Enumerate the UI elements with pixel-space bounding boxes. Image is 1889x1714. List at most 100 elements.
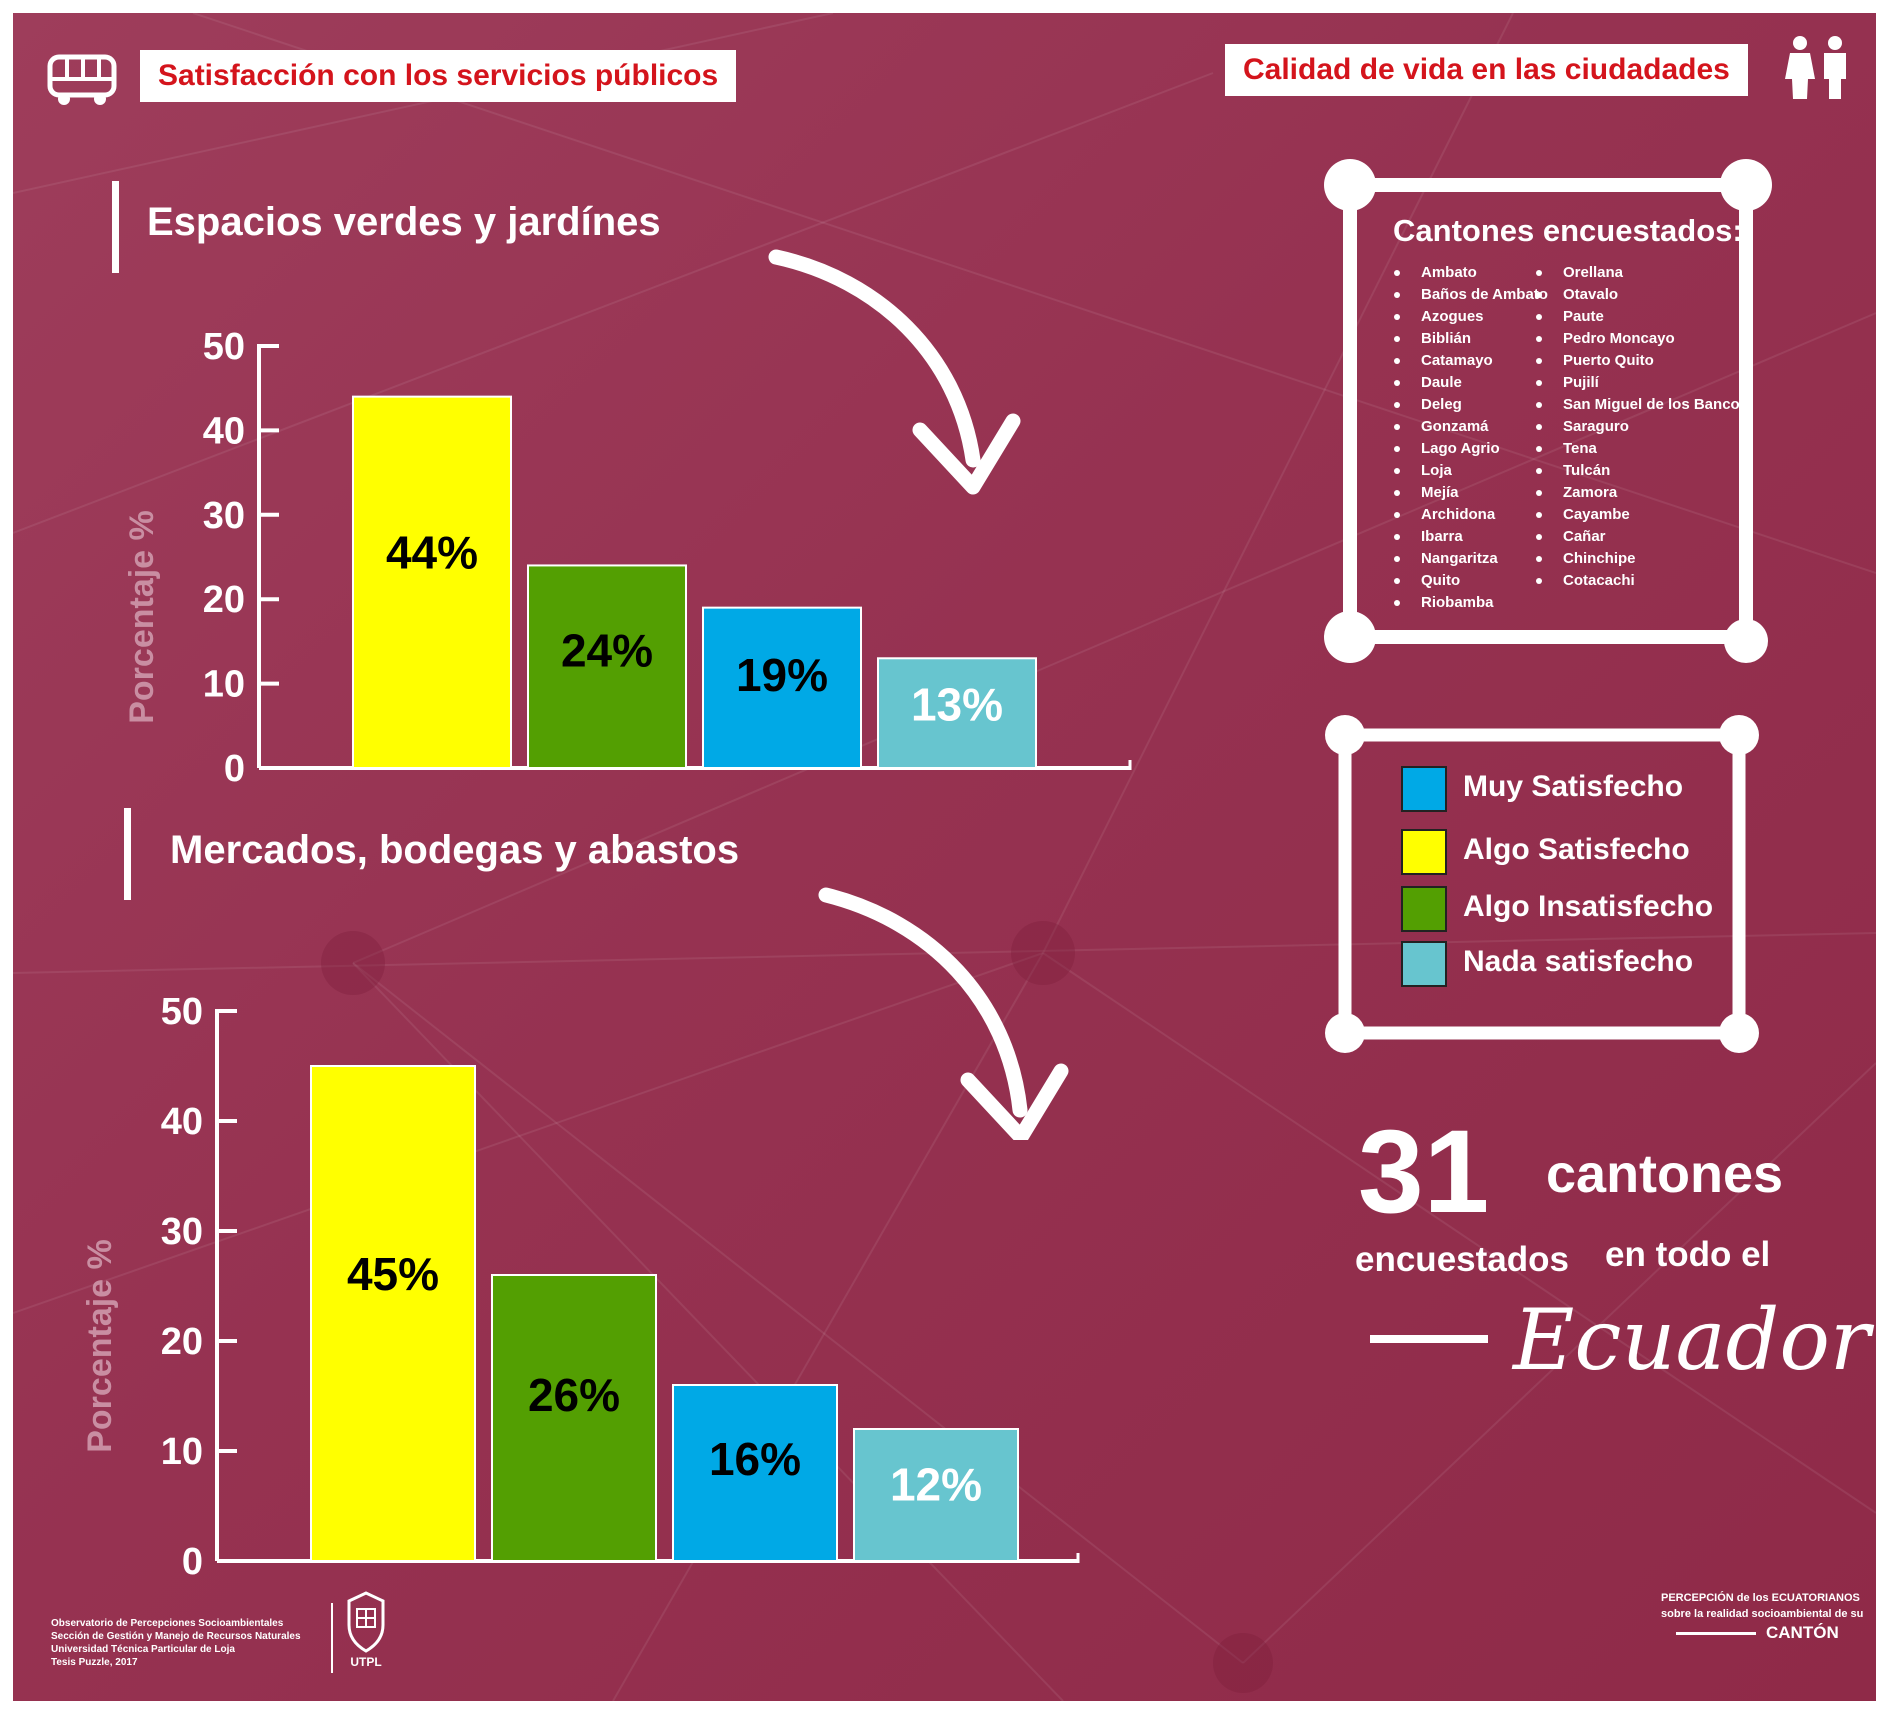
y-tick-label: 40 — [161, 1101, 203, 1143]
summary-country: Ecuador — [1513, 1291, 1871, 1389]
bullet-icon — [1394, 292, 1400, 298]
legend-label: Nada satisfecho — [1463, 945, 1694, 978]
bar-value-label: 12% — [890, 1458, 982, 1510]
y-tick-label: 10 — [203, 664, 245, 706]
section-title-mercados: Mercados, bodegas y abastos — [170, 828, 740, 872]
canton-name: Catamayo — [1421, 352, 1493, 369]
canton-name: Deleg — [1421, 396, 1462, 413]
canton-item: San Miguel de los Bancos — [1533, 394, 1748, 416]
y-tick-label: 30 — [161, 1211, 203, 1253]
canton-name: Tena — [1563, 440, 1597, 457]
bullet-icon — [1394, 512, 1400, 518]
cantones-list-column-1: Ambato Baños de Ambato Azogues Biblián Catam… — [1391, 262, 1548, 614]
canton-item: Tena — [1533, 438, 1748, 460]
y-tick-label: 0 — [182, 1541, 203, 1583]
bar-muy-satisfecho — [672, 1384, 838, 1562]
canton-name: Saraguro — [1563, 418, 1629, 435]
canton-item: Orellana — [1533, 262, 1748, 284]
utpl-crest-icon — [347, 1591, 385, 1653]
canton-name: Riobamba — [1421, 594, 1494, 611]
bullet-icon — [1536, 578, 1542, 584]
bus-icon — [47, 54, 117, 105]
y-tick-label: 50 — [203, 326, 245, 368]
canton-item: Cañar — [1533, 526, 1748, 548]
canton-name: Otavalo — [1563, 286, 1619, 303]
canton-name: Mejía — [1421, 484, 1459, 501]
bar-nada-satisfecho — [877, 657, 1037, 769]
canton-item: Otavalo — [1533, 284, 1748, 306]
canton-name: Ibarra — [1421, 528, 1463, 545]
canton-item: Zamora — [1533, 482, 1748, 504]
cantones-title: Cantones encuestados: — [1393, 213, 1743, 248]
bullet-icon — [1536, 424, 1542, 430]
canton-name: Chinchipe — [1563, 550, 1636, 567]
y-tick-label: 20 — [161, 1321, 203, 1363]
legend-frame — [1325, 715, 1759, 1053]
y-axis-label: Porcentaje % — [81, 1239, 119, 1453]
bullet-icon — [1394, 270, 1400, 276]
canton-item: Riobamba — [1391, 592, 1548, 614]
bullet-icon — [1536, 336, 1542, 342]
bullet-icon — [1536, 468, 1542, 474]
canton-name: Ambato — [1421, 264, 1477, 281]
summary-word-encuestados: encuestados — [1355, 1240, 1569, 1279]
bullet-icon — [1536, 270, 1542, 276]
footer-divider — [331, 1603, 333, 1673]
bar-muy-satisfecho — [702, 606, 862, 770]
canton-name: Orellana — [1563, 264, 1624, 281]
utpl-logo-text: UTPL — [350, 1655, 382, 1669]
canton-item: Tulcán — [1533, 460, 1748, 482]
canton-item: Baños de Ambato — [1391, 284, 1548, 306]
bullet-icon — [1536, 292, 1542, 298]
bar-value-label: 13% — [911, 678, 1003, 730]
bullet-icon — [1536, 358, 1542, 364]
legend-swatch — [1401, 829, 1447, 875]
canton-name: Tulcán — [1563, 462, 1611, 479]
bar-value-label: 26% — [528, 1369, 620, 1421]
bar-value-label: 16% — [709, 1433, 801, 1485]
bullet-icon — [1394, 468, 1400, 474]
y-tick-label: 10 — [161, 1431, 203, 1473]
canton-item: Paute — [1533, 306, 1748, 328]
bar-algo-satisfecho — [352, 395, 512, 769]
canton-item: Lago Agrio — [1391, 438, 1548, 460]
footer-line-2: Sección de Gestión y Manejo de Recursos … — [51, 1631, 301, 1642]
section-marker-2 — [124, 808, 131, 900]
bullet-icon — [1536, 380, 1542, 386]
people-icon — [1785, 36, 1846, 99]
bullet-icon — [1394, 534, 1400, 540]
bullet-icon — [1394, 556, 1400, 562]
section-marker-1 — [112, 181, 119, 273]
legend-label: Algo Satisfecho — [1463, 833, 1690, 866]
footer-line-1: Observatorio de Percepciones Socioambien… — [51, 1618, 284, 1629]
canton-name: Baños de Ambato — [1421, 286, 1548, 303]
y-axis-label: Porcentaje % — [123, 510, 161, 724]
bullet-icon — [1394, 380, 1400, 386]
canton-item: Pujilí — [1533, 372, 1748, 394]
canton-name: Zamora — [1563, 484, 1618, 501]
bullet-icon — [1394, 490, 1400, 496]
legend-swatch — [1401, 941, 1447, 987]
canton-item: Loja — [1391, 460, 1548, 482]
footer-line-3: Universidad Técnica Particular de Loja — [51, 1644, 235, 1655]
canton-name: Lago Agrio — [1421, 440, 1500, 457]
bullet-icon — [1536, 490, 1542, 496]
canton-name: Gonzamá — [1421, 418, 1489, 435]
canton-item: Cayambe — [1533, 504, 1748, 526]
summary-number: 31 — [1358, 1106, 1490, 1238]
bullet-icon — [1394, 336, 1400, 342]
cantones-list-column-2: Orellana Otavalo Paute Pedro Moncayo Puerto … — [1533, 262, 1748, 592]
canton-name: Quito — [1421, 572, 1461, 589]
canton-item: Pedro Moncayo — [1533, 328, 1748, 350]
canton-name: San Miguel de los Bancos — [1563, 396, 1749, 413]
y-tick-label: 0 — [224, 748, 245, 790]
bullet-icon — [1394, 402, 1400, 408]
legend-swatch — [1401, 766, 1447, 812]
y-tick-label: 30 — [203, 495, 245, 537]
legend-label: Muy Satisfecho — [1463, 770, 1684, 803]
bullet-icon — [1536, 556, 1542, 562]
bar-chart-mercados: 0 10 20 30 40 50 Porcentaje % 45% 26% 16% 12% — [81, 991, 1080, 1583]
canton-name: Pedro Moncayo — [1563, 330, 1675, 347]
canton-item: Nangaritza — [1391, 548, 1548, 570]
bar-algo-insatisfecho — [527, 564, 687, 769]
